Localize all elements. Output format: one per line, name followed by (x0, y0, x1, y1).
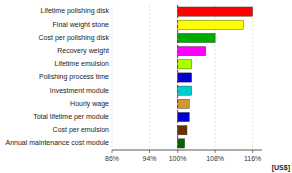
x-tick (112, 150, 113, 153)
x-axis-label: [US$] (272, 164, 290, 172)
x-tick-label: 86% (105, 155, 119, 162)
bar (178, 7, 253, 16)
y-tick-label: Recovery weight (57, 47, 109, 55)
bar (178, 73, 192, 82)
bar (178, 20, 244, 29)
bar (178, 60, 192, 69)
y-tick-label: Annual maintenance cost module (5, 139, 109, 146)
y-tick-label: Cost per polishing disk (39, 34, 110, 42)
reference-line (177, 5, 178, 150)
x-tick-label: 100% (169, 155, 187, 162)
bar (178, 86, 192, 95)
bar (178, 139, 185, 148)
grid-line (149, 5, 150, 150)
y-tick-label: Hourly wage (70, 100, 109, 108)
y-tick-label: Polishing process time (39, 73, 109, 81)
x-tick (177, 150, 178, 153)
bar (178, 33, 216, 42)
x-tick-label: 108% (206, 155, 224, 162)
y-tick-label: Final weight stone (53, 21, 110, 29)
y-tick-label: Lifetime emulsion (55, 60, 110, 67)
x-tick-label: 94% (142, 155, 156, 162)
chart: 86% 94% 100% 108% 116% Lifetime polishing dis… (0, 0, 292, 173)
grid-line (252, 5, 253, 150)
x-tick (252, 150, 253, 153)
bar (178, 99, 190, 108)
y-tick-label: Cost per emulsion (53, 126, 110, 134)
bar (178, 112, 190, 121)
y-tick-label: Total lifetime per module (33, 113, 109, 121)
x-tick (149, 150, 150, 153)
x-axis-line (112, 150, 262, 151)
bars (178, 7, 253, 148)
bar (178, 47, 206, 56)
bar (178, 126, 187, 135)
grid-line (112, 5, 113, 150)
y-tick-label: Investment module (50, 87, 109, 94)
y-tick-label: Lifetime polishing disk (41, 7, 110, 15)
x-tick (215, 150, 216, 153)
x-tick-label: 116% (244, 155, 261, 162)
